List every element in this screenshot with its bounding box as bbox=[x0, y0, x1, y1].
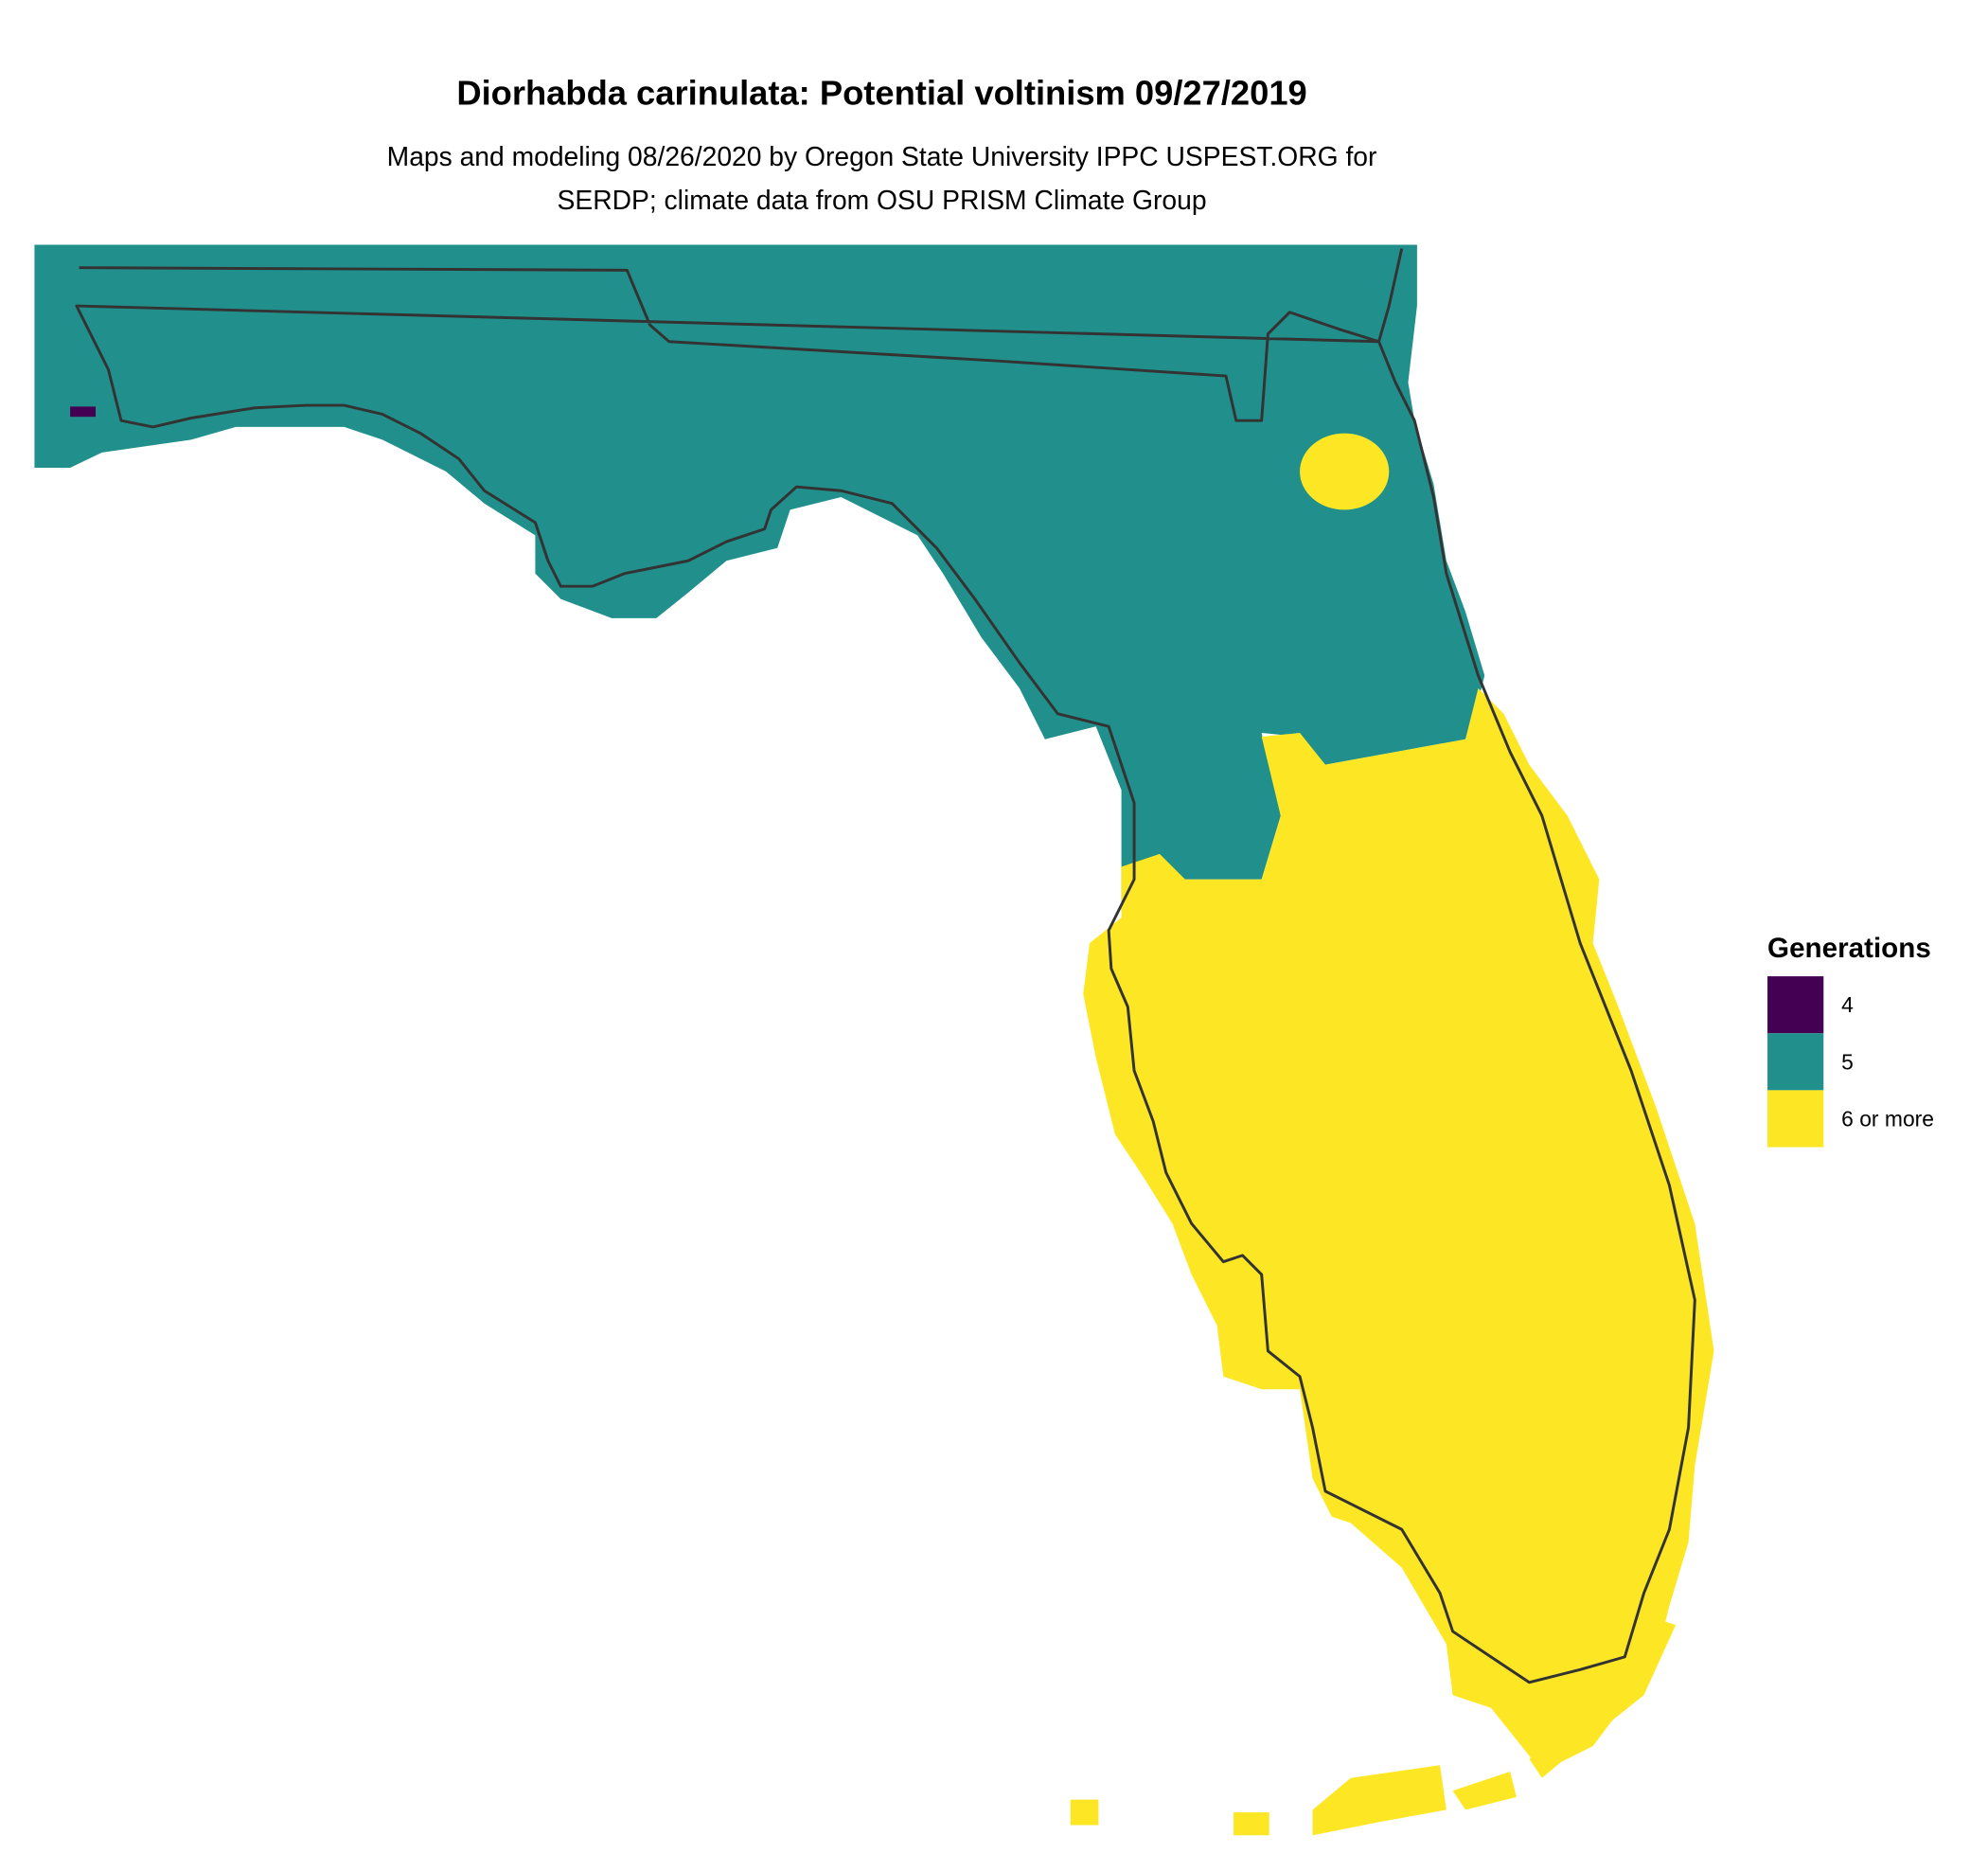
legend-label: 4 bbox=[1841, 992, 1854, 1017]
region-5 bbox=[34, 244, 1485, 918]
legend-label: 6 or more bbox=[1841, 1107, 1934, 1132]
region-6-or-more bbox=[1234, 1812, 1269, 1836]
region-6-or-more bbox=[1529, 1618, 1677, 1778]
region-6-or-more bbox=[1452, 1772, 1517, 1810]
region-6-or-more bbox=[1070, 1799, 1099, 1826]
legend-swatch bbox=[1767, 1090, 1824, 1148]
region-6-or-more bbox=[1312, 1765, 1447, 1836]
legend-title: Generations bbox=[1767, 933, 1931, 964]
legend: Generations 4 5 6 or more bbox=[1767, 933, 1934, 1148]
state-outline bbox=[75, 248, 1696, 1684]
map-subtitle: Maps and modeling 08/26/2020 by Oregon S… bbox=[387, 141, 1377, 171]
raster bbox=[34, 244, 1714, 1836]
region-6-or-more bbox=[1300, 433, 1390, 510]
legend-swatch bbox=[1767, 976, 1824, 1034]
map-subtitle: SERDP; climate data from OSU PRISM Clima… bbox=[558, 185, 1207, 215]
map-title: Diorhabda carinulata: Potential voltinis… bbox=[456, 73, 1306, 112]
region-4 bbox=[70, 406, 97, 418]
legend-label: 5 bbox=[1841, 1049, 1854, 1074]
legend-swatch bbox=[1767, 1033, 1824, 1091]
region-6-or-more bbox=[1083, 687, 1714, 1773]
